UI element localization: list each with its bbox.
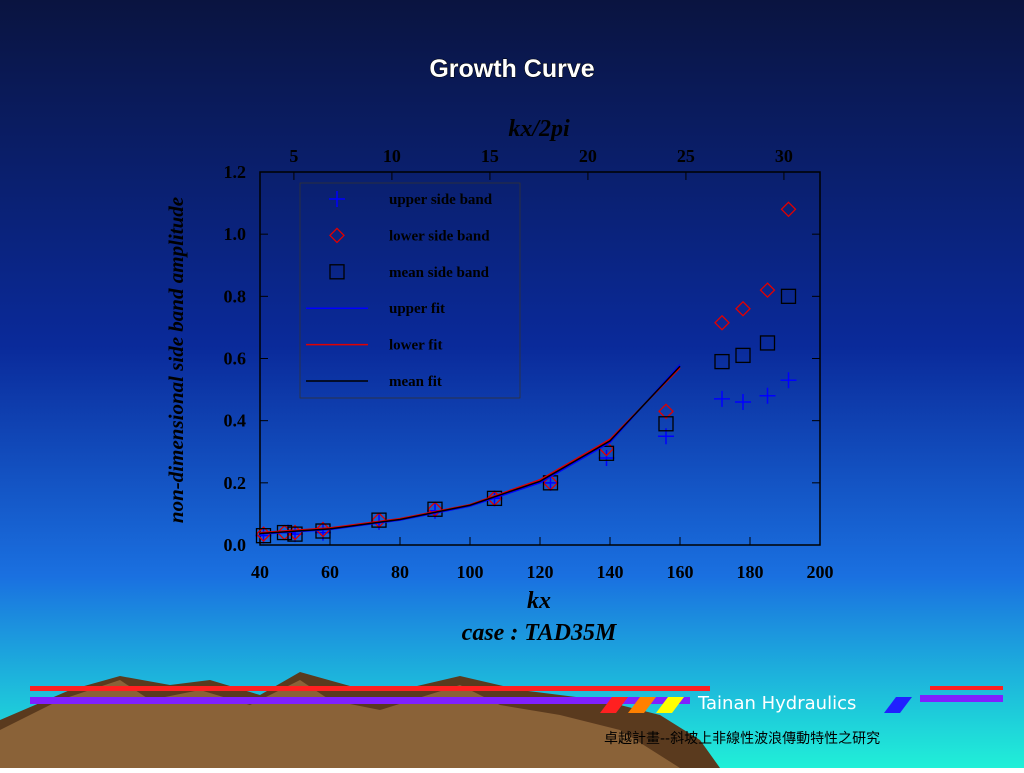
legend-label: lower side band: [389, 228, 490, 244]
square-marker: [759, 335, 776, 351]
brand: Tainan Hydraulics: [697, 693, 856, 714]
legend-swatch: [329, 227, 345, 244]
legend-label: mean fit: [389, 374, 442, 390]
x-tick-label: 160: [667, 562, 694, 582]
legend-label: lower fit: [389, 338, 442, 354]
square-marker: [735, 347, 751, 364]
x2-tick-label: 30: [775, 146, 793, 166]
plus-marker: [780, 372, 797, 389]
deco: [600, 697, 628, 713]
square-marker: [287, 526, 303, 542]
y-tick-label: 0.6: [224, 349, 247, 369]
y-tick-label: 1.0: [224, 224, 247, 244]
legend-label: mean side band: [389, 265, 490, 281]
legend-swatch: [329, 264, 345, 280]
y-tick-label: 0.2: [224, 473, 247, 493]
square-marker: [780, 288, 797, 304]
x2-tick-label: 25: [677, 146, 695, 166]
y-axis-label: non-dimensional side band amplitude: [164, 197, 188, 523]
stripe: [920, 695, 1003, 702]
y-tick-label: 0.0: [224, 535, 247, 555]
diamond-marker: [735, 300, 751, 317]
subtitle: case : TAD35M: [462, 620, 618, 646]
diamond-marker: [658, 403, 674, 420]
x2-tick-label: 5: [289, 146, 298, 166]
x-tick-label: 120: [527, 562, 554, 582]
x2-tick-label: 20: [579, 146, 597, 166]
deco: [656, 697, 684, 713]
x-axis-label: kx: [527, 588, 551, 614]
plus-marker: [759, 387, 776, 404]
y-tick-label: 0.8: [224, 286, 247, 306]
square-marker: [427, 501, 443, 517]
deco: [628, 697, 656, 713]
fit-line: [259, 365, 681, 535]
plus-marker: [714, 390, 730, 407]
x2-tick-label: 10: [383, 146, 401, 166]
x-tick-label: 80: [391, 562, 409, 582]
diamond-marker: [315, 521, 331, 538]
x-tick-label: 40: [251, 562, 269, 582]
legend-box: [299, 182, 521, 399]
stripe: [930, 686, 1003, 690]
chart-title: Growth Curve: [429, 55, 594, 83]
square-marker: [598, 445, 615, 461]
stripe: [30, 686, 710, 691]
diamond-marker: [759, 282, 776, 299]
x-tick-label: 180: [737, 562, 764, 582]
square-marker: [658, 416, 674, 432]
y-tick-label: 0.4: [224, 411, 247, 431]
square-marker: [714, 353, 730, 370]
x-tick-label: 140: [597, 562, 624, 582]
plus-marker: [598, 449, 615, 466]
legend-label: upper fit: [389, 301, 445, 317]
plus-marker: [735, 394, 751, 411]
stripe: [30, 697, 690, 704]
square-marker: [255, 528, 272, 544]
x2-axis-label: kx/2pi: [508, 116, 570, 142]
legend-swatch: [329, 191, 345, 207]
y-tick-label: 1.2: [224, 162, 247, 182]
diamond-marker: [714, 314, 730, 331]
x-tick-label: 100: [457, 562, 484, 582]
deco: [884, 697, 912, 713]
project: 卓越計畫--斜坡上非線性波浪傳動特性之研究: [604, 731, 880, 747]
diamond-marker: [780, 201, 797, 218]
legend-label: upper side band: [389, 192, 493, 208]
x2-tick-label: 15: [481, 146, 499, 166]
x-tick-label: 60: [321, 562, 339, 582]
x-tick-label: 200: [807, 562, 834, 582]
